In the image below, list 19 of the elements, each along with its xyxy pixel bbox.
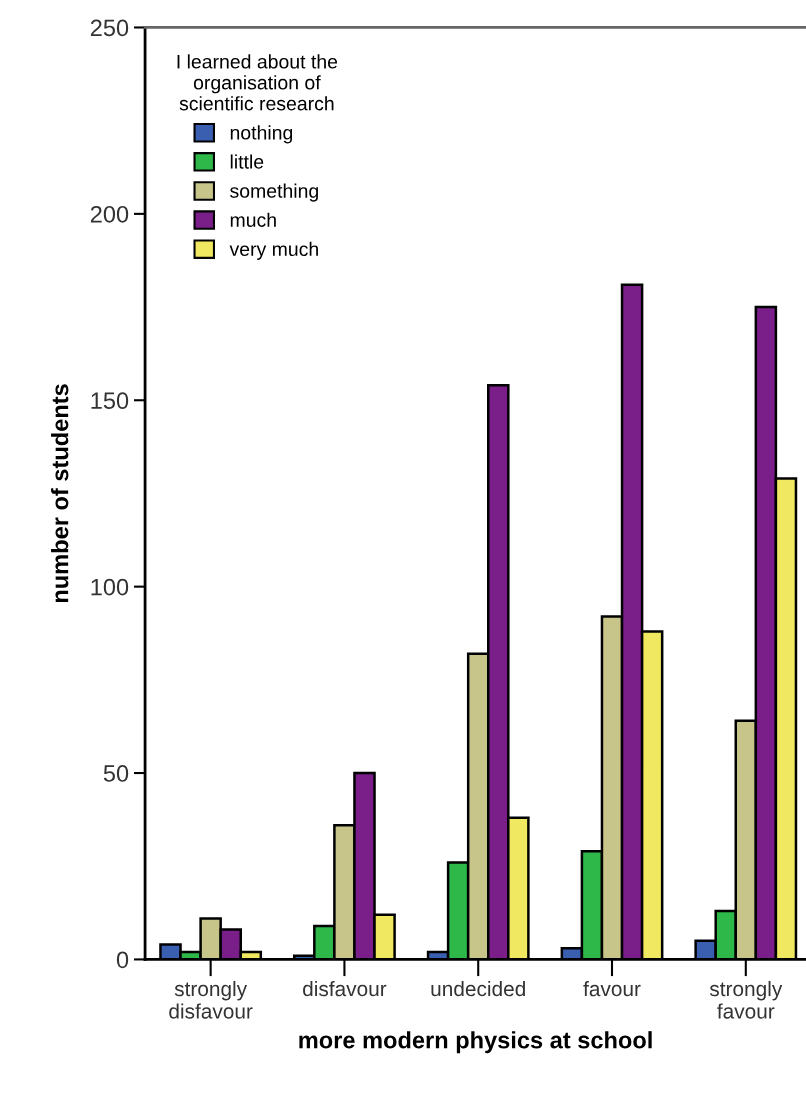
x-tick-label: disfavour — [303, 980, 387, 997]
x-tick-label: favour — [583, 980, 641, 997]
legend-label: very much — [229, 241, 318, 260]
legend-label: something — [230, 183, 318, 202]
x-tick-label: undecided — [431, 980, 525, 997]
x-axis-title: more modern physics at school — [299, 1031, 652, 1054]
legend-label: nothing — [230, 125, 293, 144]
y-tick-label: 50 — [103, 765, 129, 782]
x-tick-label: strongly disfavour — [169, 980, 253, 1019]
y-tick-label: 100 — [91, 578, 129, 596]
y-tick-label: 200 — [90, 205, 129, 223]
y-tick-label: 250 — [90, 19, 129, 37]
y-axis-title: number of students — [51, 384, 69, 603]
x-tick-label: strongly favour — [709, 980, 783, 1019]
y-tick-label: 0 — [116, 951, 129, 969]
y-tick-label: 150 — [91, 392, 129, 410]
legend-label: much — [230, 212, 276, 227]
legend-label: little — [230, 154, 264, 169]
legend-title: I learned about the organisation of scientific research — [177, 54, 338, 111]
